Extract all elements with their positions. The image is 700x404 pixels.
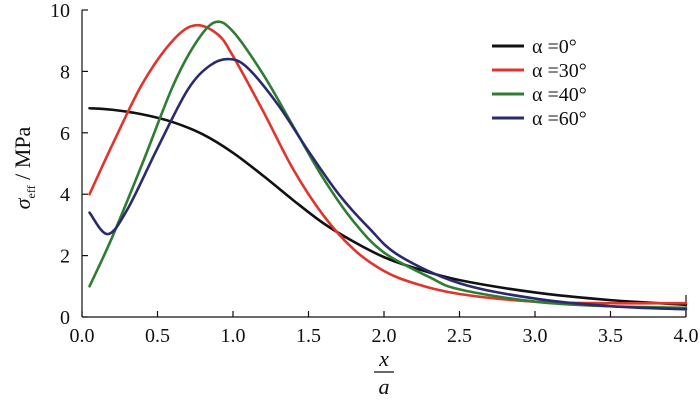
legend-label-1: α =30° — [532, 60, 587, 82]
x-tick-label: 4.0 — [674, 325, 699, 347]
x-tick-label: 2.5 — [447, 325, 472, 347]
legend-label-3: α =60° — [532, 108, 587, 130]
y-axis-unit: / MPa — [10, 126, 35, 185]
y-axis-subscript: eff — [24, 185, 38, 198]
series-line-0 — [88, 106, 688, 307]
y-tick-label: 2 — [60, 246, 70, 268]
y-tick-label: 4 — [60, 184, 70, 206]
x-tick-label: 0.0 — [70, 325, 95, 347]
x-axis-denominator: a — [379, 374, 390, 399]
y-tick-label: 10 — [50, 0, 70, 22]
x-tick-label: 1.0 — [221, 325, 246, 347]
y-tick-label: 8 — [60, 61, 70, 83]
x-tick-label: 1.5 — [296, 325, 321, 347]
x-axis-numerator: x — [378, 346, 389, 371]
legend-label-2: α =40° — [532, 84, 587, 106]
series-line-1 — [88, 23, 688, 305]
y-axis-symbol: σ — [10, 197, 35, 209]
x-tick-label: 3.0 — [523, 325, 548, 347]
x-tick-label: 2.0 — [372, 325, 397, 347]
x-tick-label: 0.5 — [145, 325, 170, 347]
legend-label-0: α =0° — [532, 36, 577, 58]
y-axis-label: σeff / MPa — [10, 126, 38, 209]
series-line-2 — [88, 20, 688, 310]
series-lines — [88, 20, 688, 311]
legend: α =0°α =30°α =40°α =60° — [492, 36, 587, 130]
series-line-3 — [88, 57, 688, 311]
x-tick-label: 3.5 — [598, 325, 623, 347]
y-tick-label: 0 — [60, 307, 70, 329]
x-axis-label: x a — [374, 346, 394, 399]
y-tick-label: 6 — [60, 123, 70, 145]
y-ticks: 0 2 4 6 8 10 — [50, 0, 88, 329]
x-ticks: 0.0 0.5 1.0 1.5 2.0 2.5 3.0 3.5 4.0 — [70, 311, 699, 347]
